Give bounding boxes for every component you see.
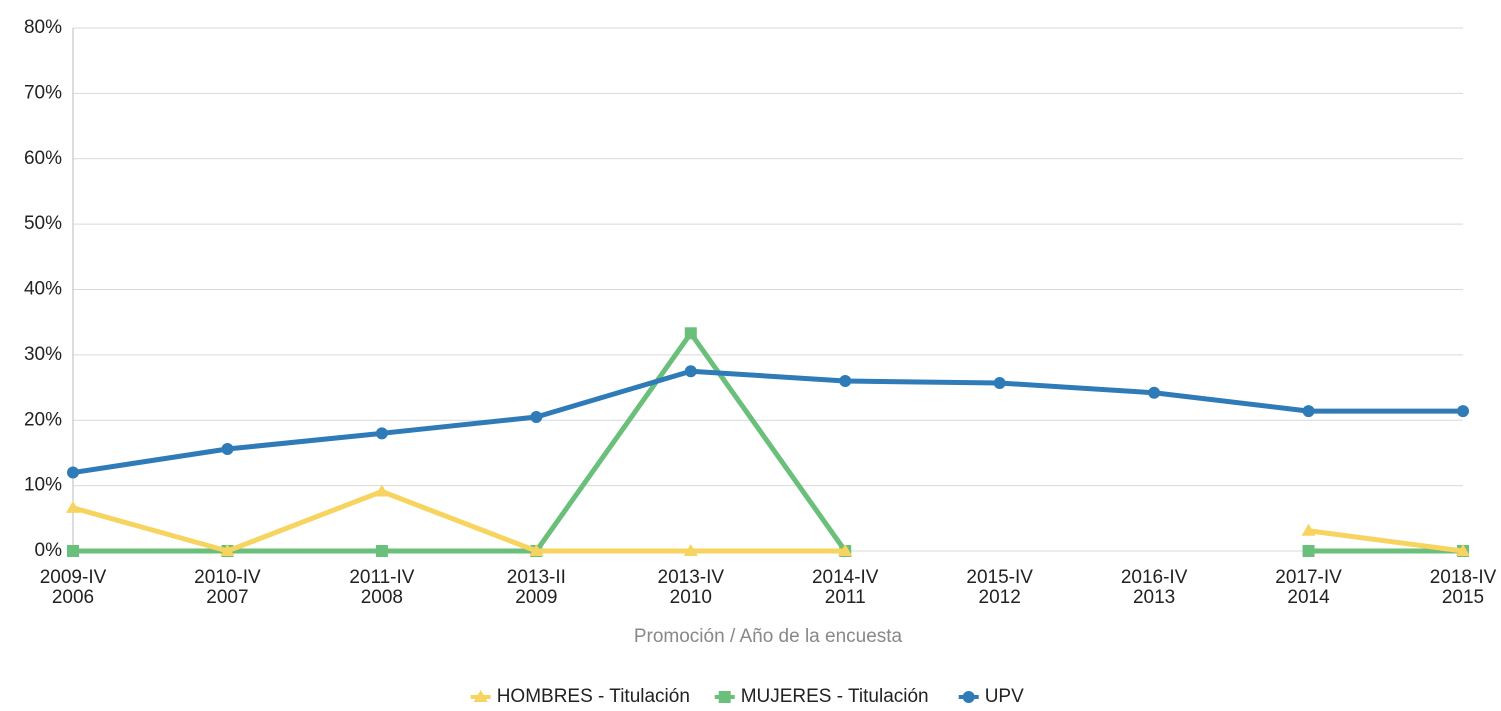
y-tick-label: 70% [24, 82, 62, 103]
x-tick-label: 2014-IV [812, 567, 879, 588]
y-tick-label: 40% [24, 279, 62, 300]
x-tick-label: 2011 [825, 587, 866, 608]
marker [684, 365, 697, 378]
marker [683, 544, 698, 556]
y-tick-label: 0% [35, 540, 63, 561]
series-line [72, 368, 1463, 476]
x-axis-title: Promoción / Año de la encuesta [634, 626, 903, 647]
marker [1302, 545, 1315, 557]
x-tick-label: 2006 [52, 587, 94, 608]
marker [993, 376, 1006, 389]
marker [1457, 405, 1469, 418]
y-tick-label: 30% [24, 344, 62, 365]
y-tick-label: 50% [24, 213, 62, 234]
marker [473, 690, 488, 702]
x-tick-label: 2016-IV [1121, 567, 1188, 588]
x-tick-label: 2014 [1287, 587, 1330, 608]
x-tick-label: 2015-IV [966, 567, 1033, 588]
x-tick-label: 2011-IV [349, 567, 414, 588]
marker [684, 327, 697, 340]
x-tick-label: 2007 [206, 587, 248, 608]
y-tick-label: 80% [24, 17, 62, 38]
legend-label: UPV [985, 686, 1024, 707]
marker [839, 375, 852, 388]
legend: HOMBRES - Titulación MUJERES - Titulación… [470, 686, 1024, 707]
marker [1456, 544, 1470, 556]
marker [530, 410, 543, 423]
x-tick-label: 2015 [1442, 587, 1484, 608]
x-tick-label: 2017-IV [1275, 567, 1342, 588]
series-line [72, 489, 1464, 554]
marker [1148, 386, 1161, 399]
legend-label: MUJERES - Titulación [741, 686, 929, 707]
x-tick-label: 2012 [979, 587, 1021, 608]
marker [375, 545, 388, 557]
marker [718, 691, 731, 703]
marker [67, 466, 79, 479]
x-tick-label: 2010-IV [194, 567, 261, 588]
marker [375, 427, 388, 440]
legend-label: HOMBRES - Titulación [497, 686, 690, 707]
marker [1301, 523, 1316, 536]
x-tick-label: 2013-IV [658, 567, 725, 588]
x-tick-label: 2009-IV [40, 567, 107, 588]
x-tick-label: 2013 [1133, 587, 1175, 608]
marker [838, 544, 853, 556]
x-tick-label: 2013-II [507, 567, 566, 588]
x-tick-label: 2010 [670, 587, 712, 608]
x-tick-label: 2018-IV [1430, 567, 1497, 588]
x-tick-label: 2008 [361, 587, 403, 608]
y-tick-label: 20% [24, 409, 62, 430]
x-tick-label: 2009 [515, 587, 557, 608]
marker [220, 544, 235, 556]
marker [962, 691, 975, 703]
marker [529, 544, 544, 556]
marker [1302, 405, 1315, 418]
marker [66, 500, 80, 513]
y-tick-label: 60% [24, 148, 62, 169]
marker [374, 484, 389, 497]
y-tick-label: 10% [24, 475, 62, 496]
series-line [73, 330, 1463, 554]
marker [67, 545, 79, 557]
marker [221, 443, 234, 456]
